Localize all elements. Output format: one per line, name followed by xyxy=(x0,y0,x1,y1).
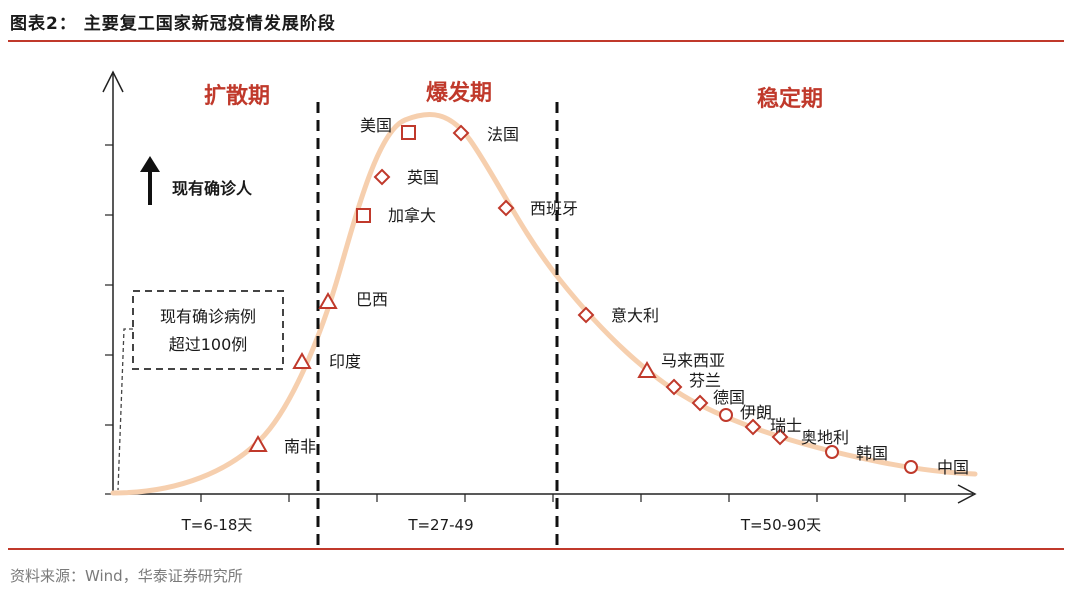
phase-range-spread: T=6-18天 xyxy=(181,516,253,534)
country-label: 中国 xyxy=(937,458,969,477)
country-label: 奥地利 xyxy=(801,428,849,447)
country-label: 西班牙 xyxy=(530,199,578,218)
country-label: 韩国 xyxy=(856,444,888,463)
marker-switzerland xyxy=(744,418,762,436)
up-arrow-icon xyxy=(140,156,160,205)
marker-germany xyxy=(691,394,709,412)
top-rule xyxy=(8,40,1064,42)
country-label: 英国 xyxy=(407,168,439,187)
country-label: 加拿大 xyxy=(388,206,436,225)
marker-brazil xyxy=(318,291,338,309)
country-label: 伊朗 xyxy=(740,403,772,422)
marker-korea xyxy=(825,445,839,459)
phase-range-stable: T=50-90天 xyxy=(740,516,821,534)
marker-france xyxy=(452,124,470,142)
x-axis xyxy=(113,484,977,504)
threshold-line2: 超过100例 xyxy=(169,335,248,354)
country-label: 瑞士 xyxy=(770,416,802,435)
marker-malaysia xyxy=(637,360,657,378)
bottom-rule xyxy=(8,548,1064,550)
marker-usa xyxy=(401,125,416,140)
country-label: 法国 xyxy=(487,125,519,144)
country-label: 马来西亚 xyxy=(661,351,725,370)
figure-title: 图表2： 主要复工国家新冠疫情发展阶段 xyxy=(10,14,336,34)
phase-title-burst: 爆发期 xyxy=(426,80,492,106)
country-label: 德国 xyxy=(713,388,745,407)
y-axis-label: 现有确诊人 xyxy=(172,179,253,198)
country-markers xyxy=(248,124,918,474)
threshold-leader xyxy=(117,328,133,491)
marker-iran xyxy=(719,408,733,422)
epidemic-curve xyxy=(110,112,978,496)
marker-spain xyxy=(497,199,515,217)
marker-china xyxy=(904,460,918,474)
threshold-box xyxy=(132,290,284,370)
marker-uk xyxy=(373,168,391,186)
marker-south-africa xyxy=(248,434,268,452)
marker-canada xyxy=(356,208,371,223)
marker-india xyxy=(292,351,312,369)
marker-italy xyxy=(577,306,595,324)
country-label: 印度 xyxy=(329,352,361,371)
country-label: 巴西 xyxy=(356,290,388,309)
phase-title-spread: 扩散期 xyxy=(204,84,270,109)
marker-austria xyxy=(771,428,789,446)
phase-title-stable: 稳定期 xyxy=(757,86,823,112)
marker-finland xyxy=(665,378,683,396)
threshold-line1: 现有确诊病例 xyxy=(160,307,256,326)
source-note: 资料来源：Wind，华泰证券研究所 xyxy=(10,567,243,585)
phase-range-burst: T=27-49 xyxy=(407,516,473,534)
country-label: 芬兰 xyxy=(689,371,721,390)
y-axis xyxy=(102,70,124,495)
country-label: 美国 xyxy=(360,116,392,135)
country-label: 意大利 xyxy=(611,306,659,325)
country-label: 南非 xyxy=(284,437,316,456)
